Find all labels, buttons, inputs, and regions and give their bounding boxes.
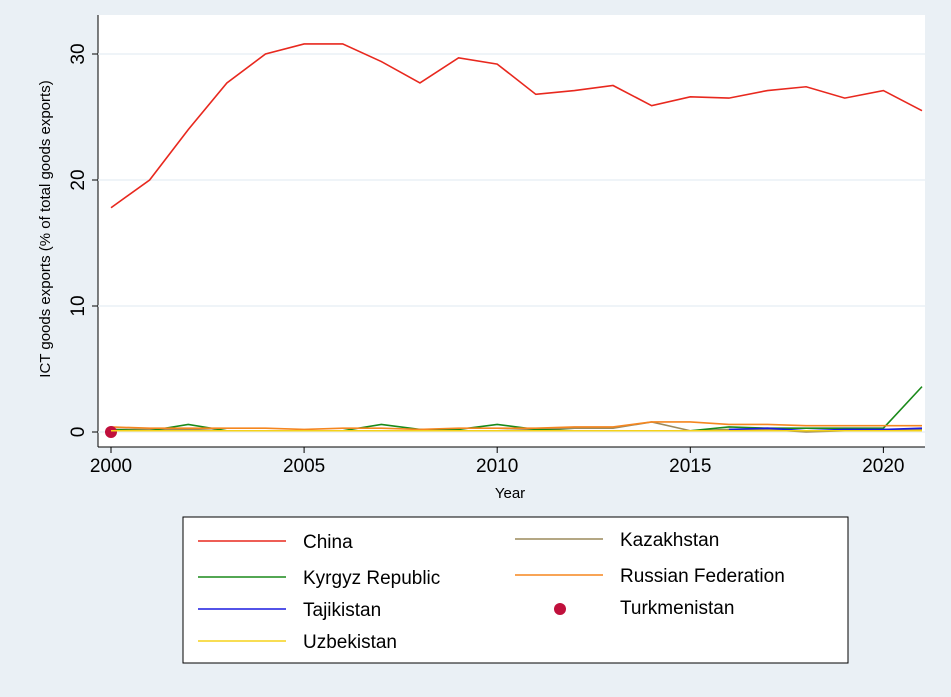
x-tick-label: 2020 (862, 456, 904, 477)
legend-label: Russian Federation (620, 566, 785, 587)
y-tick-label: 20 (68, 169, 89, 190)
legend-label: Uzbekistan (303, 632, 397, 653)
x-axis-title: Year (495, 485, 525, 502)
legend-label: Turkmenistan (620, 598, 734, 619)
series-line (110, 43, 923, 209)
marker (105, 426, 117, 438)
x-tick-label: 2010 (476, 456, 518, 477)
series-line (110, 421, 922, 431)
y-axis-title: ICT goods exports (% of total goods expo… (37, 80, 54, 377)
x-tick-label: 2005 (283, 456, 325, 477)
legend-label: China (303, 532, 353, 553)
y-tick-label: 30 (68, 43, 89, 64)
legend (182, 516, 849, 664)
legend-label: Kyrgyz Republic (303, 568, 440, 589)
legend-label: Tajikistan (303, 600, 381, 621)
plot-area (98, 15, 925, 447)
legend-label: Kazakhstan (620, 530, 719, 551)
x-tick-label: 2000 (90, 456, 132, 477)
x-tick-label: 2015 (669, 456, 711, 477)
y-tick-label: 0 (68, 427, 89, 438)
y-tick-label: 10 (68, 295, 89, 316)
legend-marker (554, 603, 566, 615)
